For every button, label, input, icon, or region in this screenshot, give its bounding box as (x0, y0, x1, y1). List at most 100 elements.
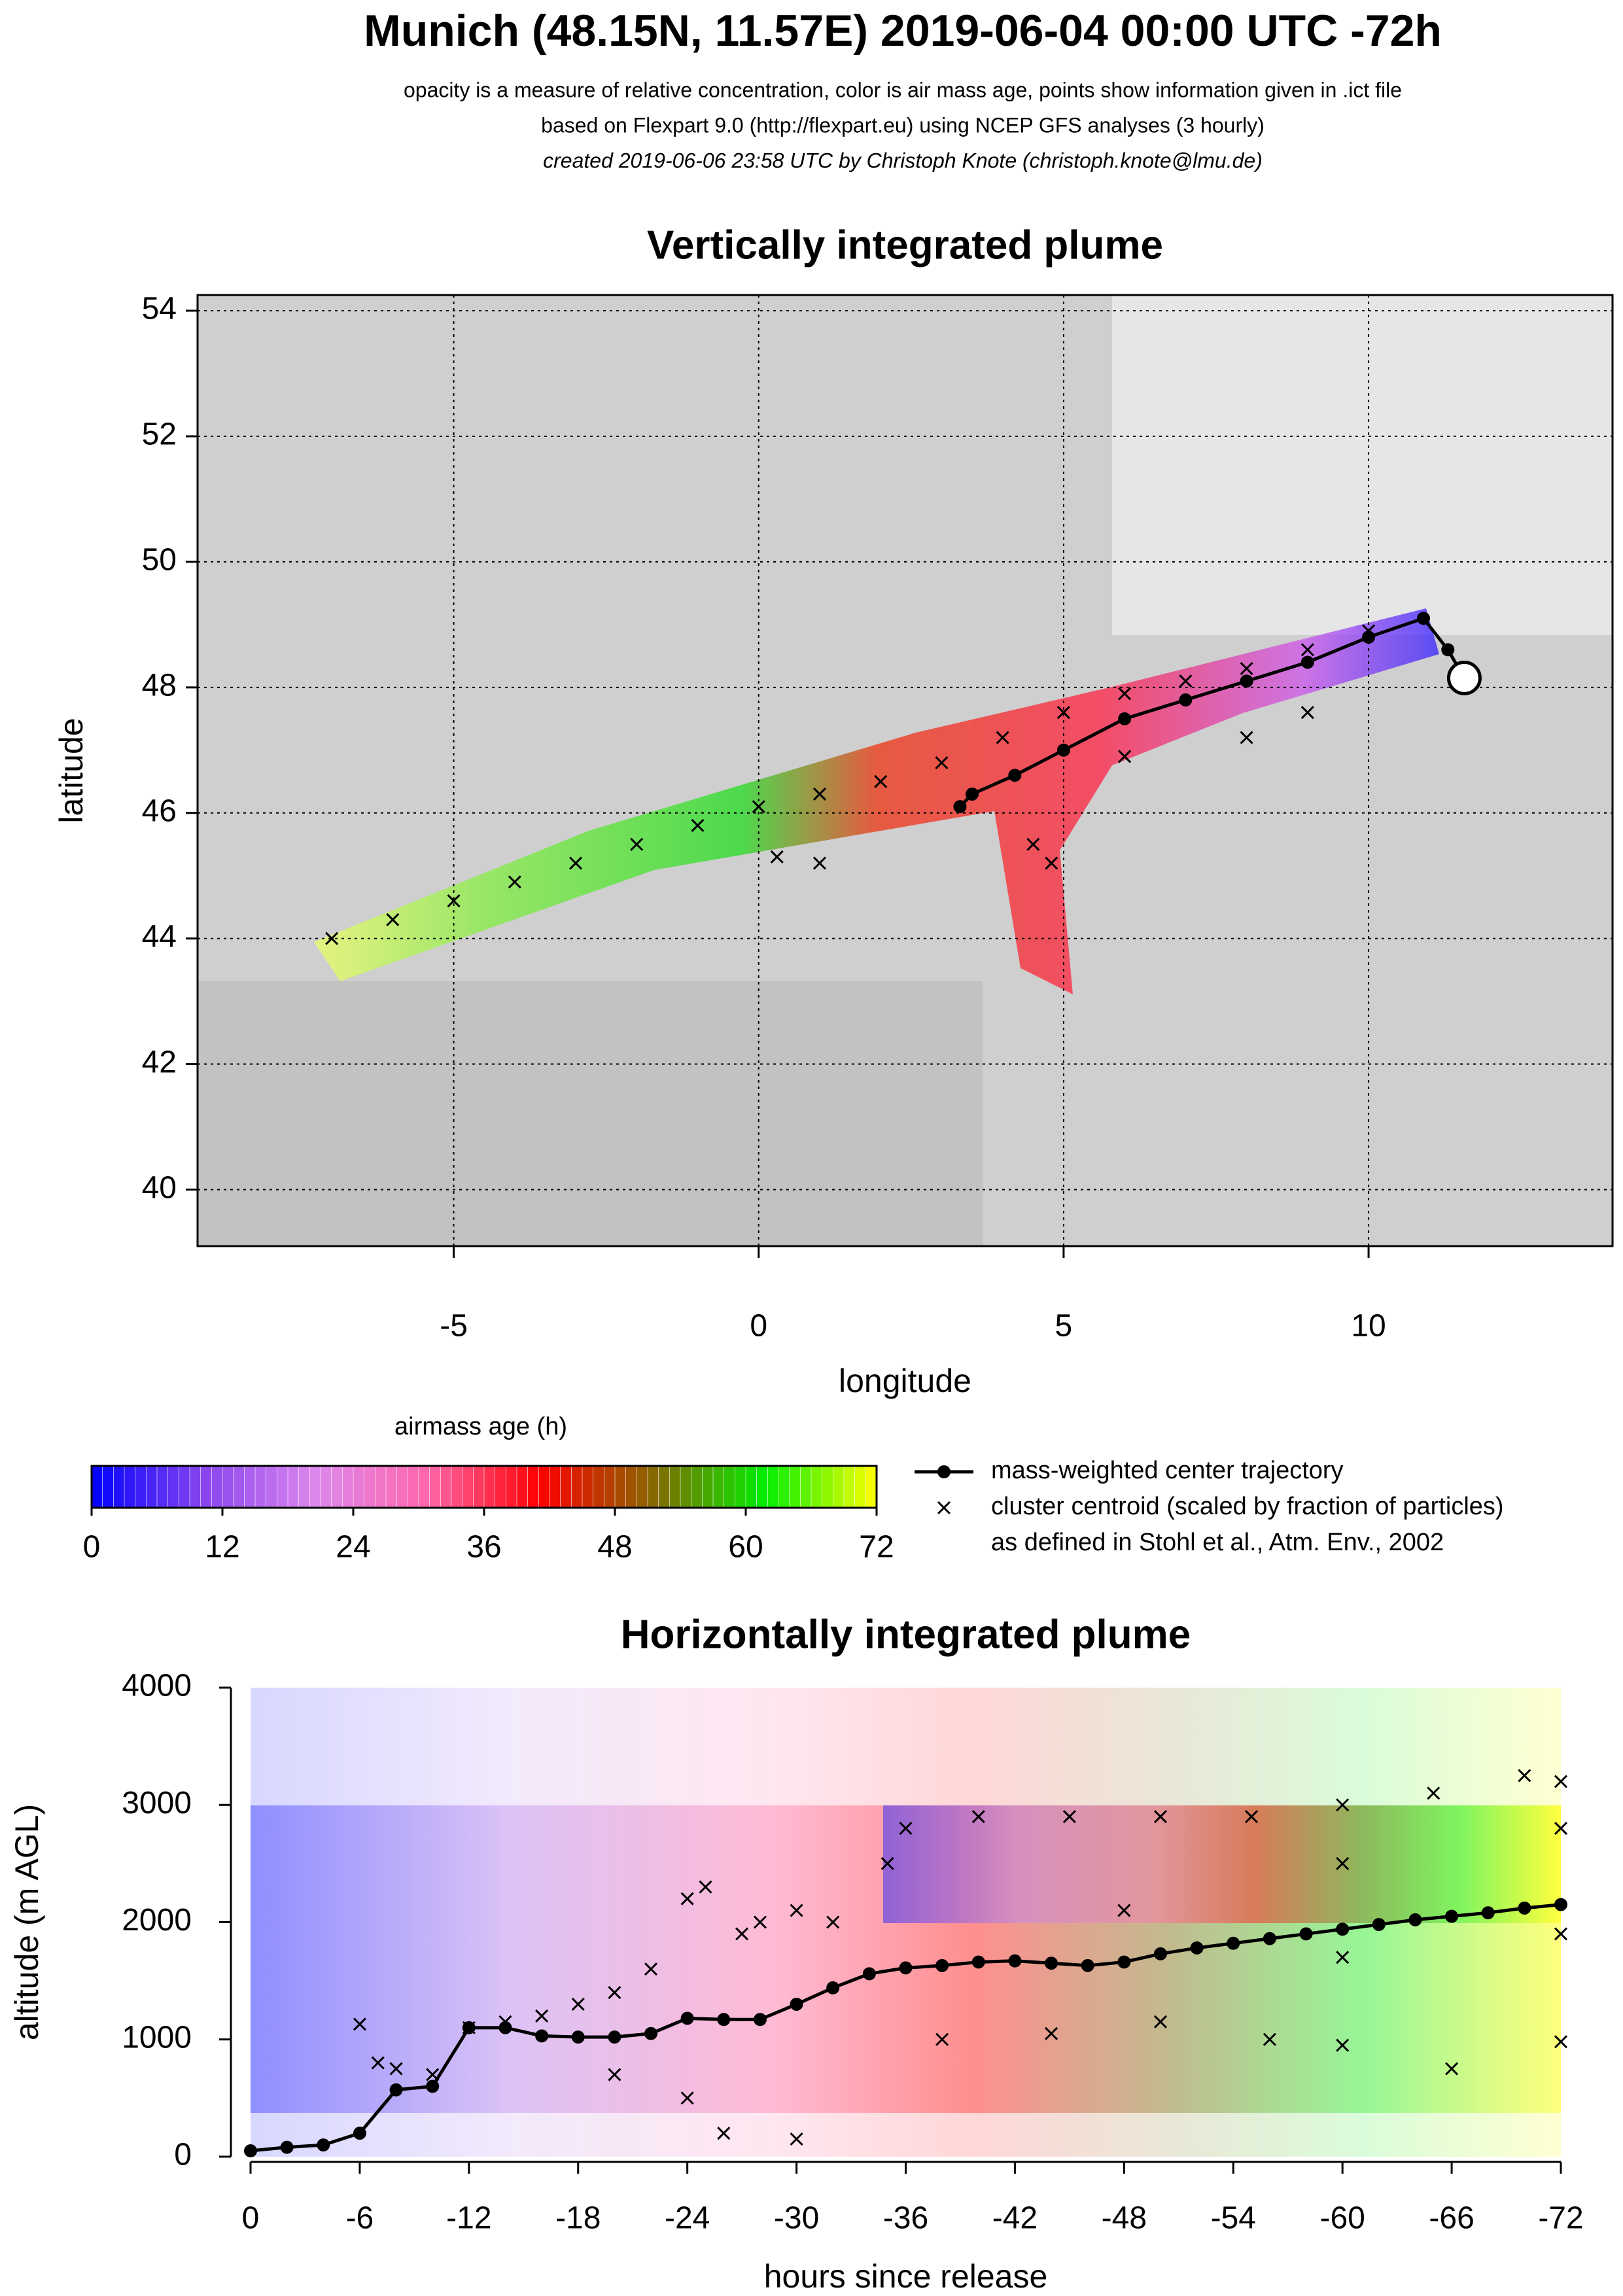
colorbar-cell (298, 1465, 311, 1508)
colorbar-cell (385, 1465, 398, 1508)
colorbar-cell (222, 1465, 234, 1508)
colorbar-cell (244, 1465, 256, 1508)
cluster-point (1245, 1810, 1259, 1824)
y-tick-label: 48 (142, 669, 177, 703)
colorbar-cell (724, 1465, 736, 1508)
trajectory-point (1408, 1913, 1422, 1926)
trajectory-point (1372, 1918, 1386, 1932)
cluster-point (1554, 1775, 1568, 1788)
trajectory-point (1445, 1909, 1459, 1923)
y-tick-label: 0 (174, 2138, 192, 2172)
cluster-point (1240, 731, 1253, 744)
colorbar-cell (102, 1465, 114, 1508)
x-tick-label: -5 (440, 1309, 468, 1344)
colorbar-cell (135, 1465, 147, 1508)
cluster-point (571, 1997, 585, 2011)
colorbar-cell (614, 1465, 627, 1508)
colorbar-cell (822, 1465, 834, 1508)
trajectory-point (353, 2127, 366, 2140)
trajectory-point (389, 2083, 403, 2096)
trajectory-point (966, 787, 979, 801)
colorbar-cell (462, 1465, 474, 1508)
cluster-point (717, 2127, 731, 2140)
trajectory-point (753, 2013, 767, 2026)
trajectory-point (1153, 1947, 1167, 1960)
trajectory-point (1117, 1955, 1131, 1969)
cluster-point (1300, 643, 1314, 657)
colorbar-cell (811, 1465, 823, 1508)
colorbar-cell (712, 1465, 725, 1508)
colorbar-cell (211, 1465, 223, 1508)
cluster-point (935, 2032, 949, 2046)
cluster-point (498, 2015, 512, 2028)
x-tick-label: 5 (1055, 1309, 1073, 1344)
trajectory-point (717, 2013, 731, 2026)
trajectory-point (535, 2029, 549, 2043)
x-tick-label: -60 (1319, 2201, 1365, 2236)
x-axis-label: hours since release (764, 2258, 1048, 2295)
colorbar-cell (745, 1465, 758, 1508)
colorbar-cell (124, 1465, 136, 1508)
cluster-point (699, 1880, 712, 1894)
trajectory-point (608, 2030, 621, 2044)
colorbar-tick-label: 36 (466, 1530, 501, 1565)
colorbar-cell (277, 1465, 288, 1508)
trajectory-point (1481, 1906, 1495, 1920)
colorbar-cell (593, 1465, 605, 1508)
trajectory-point (935, 1958, 949, 1972)
y-axis-label: altitude (m AGL) (9, 1804, 45, 2040)
trajectory-point (1416, 612, 1430, 625)
x-axis-label: longitude (839, 1363, 971, 1399)
colorbar-cell (735, 1465, 746, 1508)
x-tick-label: -36 (883, 2201, 928, 2236)
colorbar-cell (691, 1465, 703, 1508)
colorbar-cell (756, 1465, 769, 1508)
colorbar-cell (364, 1465, 376, 1508)
subtitle: opacity is a measure of relative concent… (404, 78, 1402, 101)
trajectory-point (1299, 1927, 1313, 1941)
cluster-point (608, 2068, 621, 2081)
colorbar-cell (200, 1465, 213, 1508)
colorbar-tick-label: 0 (83, 1530, 101, 1565)
cluster-point (568, 856, 583, 870)
trajectory-point (826, 1981, 840, 1994)
trajectory-point (426, 2079, 440, 2093)
trajectory-point (1263, 1932, 1276, 1945)
colorbar-title: airmass age (h) (394, 1413, 567, 1440)
cluster-point (1118, 687, 1132, 701)
cluster-point (1362, 624, 1376, 638)
cluster-point (386, 913, 400, 927)
colorbar-cell (287, 1465, 300, 1508)
colorbar-cell (451, 1465, 463, 1508)
cluster-point (1336, 1856, 1350, 1870)
cluster-point (1427, 1786, 1440, 1800)
trajectory-point (244, 2144, 257, 2158)
trajectory-point (1300, 655, 1314, 669)
trajectory-point (1045, 1957, 1058, 1970)
cluster-point (1300, 706, 1314, 720)
cluster-point (1179, 674, 1193, 688)
colorbar-cell (309, 1465, 321, 1508)
cluster-point (935, 756, 949, 770)
trajectory-point (1118, 712, 1132, 725)
x-tick-label: -66 (1429, 2201, 1474, 2236)
trajectory-point (680, 2011, 694, 2025)
cluster-point (353, 2017, 366, 2031)
legend-marker (937, 1465, 951, 1478)
plume (883, 1805, 1561, 1923)
cluster-point (1153, 2015, 1168, 2028)
colorbar-cell (778, 1465, 790, 1508)
cluster-point (1118, 750, 1132, 763)
colorbar-tick-label: 48 (597, 1530, 632, 1565)
cluster-point (881, 1856, 894, 1870)
colorbar-cell (396, 1465, 409, 1508)
colorbar-cell (179, 1465, 190, 1508)
trajectory-point (280, 2140, 294, 2154)
colorbar-cell (658, 1465, 671, 1508)
cluster-point (1153, 1810, 1168, 1824)
colorbar-cell (833, 1465, 845, 1508)
cluster-point (644, 1962, 658, 1976)
cluster-point (608, 1985, 621, 2000)
colorbar-cell (233, 1465, 245, 1508)
